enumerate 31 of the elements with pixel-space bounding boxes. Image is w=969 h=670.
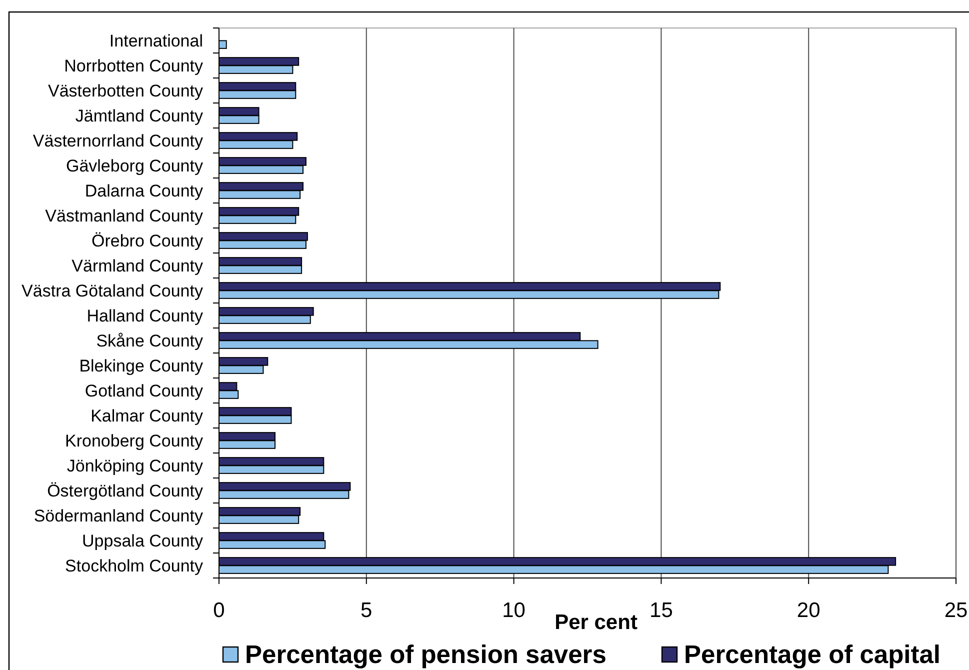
y-tick-label: Skåne County (96, 331, 204, 350)
y-tick-label: Västernorrland County (32, 131, 204, 150)
x-tick-label: 20 (796, 599, 820, 622)
x-axis-title: Per cent (554, 611, 638, 634)
x-tick-label: 0 (213, 599, 225, 622)
y-tick-label: Västerbotten County (48, 81, 204, 100)
y-tick-label: Halland County (86, 306, 204, 326)
y-tick-label: Norrbotten County (64, 56, 204, 76)
y-tick-label: International (109, 31, 203, 50)
y-tick-label: Kronoberg County (65, 431, 204, 450)
y-tick-label: Uppsala County (82, 531, 204, 550)
y-tick-label: Stockholm County (65, 556, 204, 576)
y-tick-label: Gotland County (84, 381, 204, 400)
legend-label: Percentage of pension savers (245, 641, 606, 669)
y-tick-label: Kalmar County (90, 406, 204, 426)
y-tick-label: Västmanland County (45, 206, 204, 226)
y-tick-label: Gävleborg County (66, 156, 204, 176)
y-tick-label: Jämtland County (75, 106, 204, 126)
y-tick-label: Värmland County (72, 256, 204, 276)
y-tick-label: Västra Götaland County (22, 281, 204, 300)
x-tick-label: 15 (650, 599, 673, 622)
y-tick-label: Örebro County (92, 231, 204, 250)
legend-label: Percentage of capital (684, 641, 941, 669)
y-tick-label: Dalarna County (84, 181, 204, 200)
y-tick-label: Östergötland County (47, 481, 204, 500)
y-tick-label: Jönköping County (66, 456, 204, 476)
x-tick-label: 10 (502, 599, 526, 622)
x-tick-label: 25 (944, 599, 968, 622)
y-tick-label: Södermanland County (34, 506, 204, 526)
y-tick-label: Blekinge County (79, 356, 204, 376)
x-tick-label: 5 (360, 599, 372, 622)
